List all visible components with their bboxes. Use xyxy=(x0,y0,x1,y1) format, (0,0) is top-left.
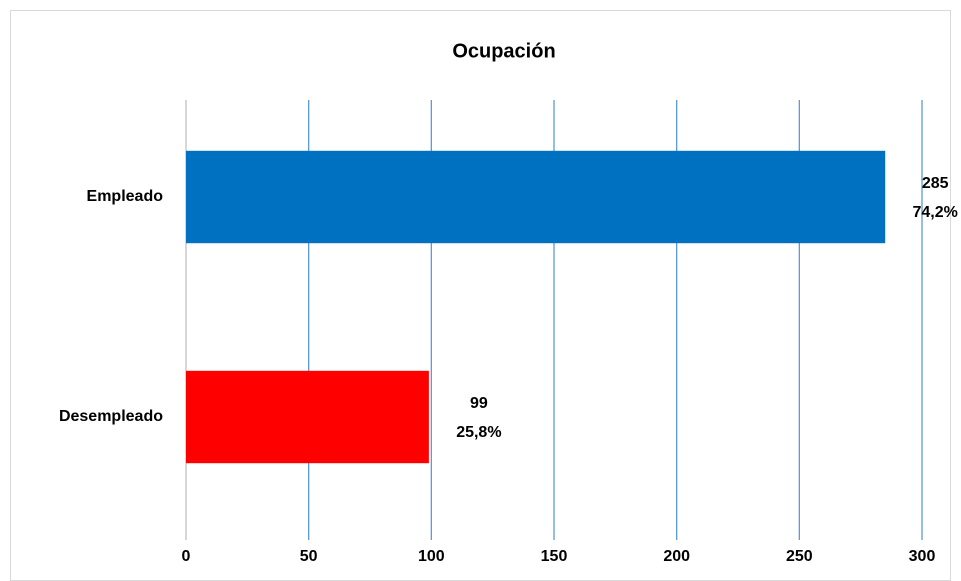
x-tick-label: 100 xyxy=(418,548,445,565)
bar xyxy=(186,150,886,244)
data-label: 99 xyxy=(470,395,488,412)
x-tick-label: 250 xyxy=(786,548,813,565)
x-tick-label: 0 xyxy=(182,548,191,565)
share-label: 74,2% xyxy=(913,204,958,221)
x-tick-label: 150 xyxy=(541,548,568,565)
y-tick-label: Empleado xyxy=(87,188,164,205)
chart-title: Ocupación xyxy=(452,40,555,62)
bar xyxy=(186,370,429,464)
x-tick-label: 50 xyxy=(300,548,318,565)
chart-border xyxy=(10,10,951,581)
y-tick-label: Desempleado xyxy=(59,408,163,425)
data-label: 285 xyxy=(922,175,949,192)
share-label: 25,8% xyxy=(456,424,501,441)
x-tick-label: 200 xyxy=(663,548,690,565)
x-tick-label: 300 xyxy=(909,548,936,565)
